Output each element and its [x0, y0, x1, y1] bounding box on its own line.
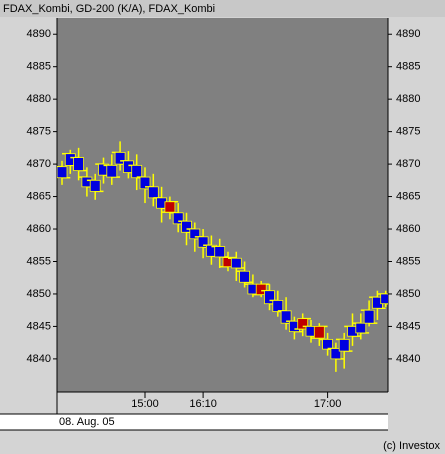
- candle-body: [330, 348, 342, 360]
- candle-body: [230, 257, 242, 269]
- y-tick-label-right: 4865: [396, 190, 420, 202]
- candle-body: [239, 270, 251, 283]
- y-tick-label-right: 4860: [396, 223, 420, 235]
- candle-body: [114, 152, 126, 165]
- y-tick-label-right: 4845: [396, 320, 420, 332]
- y-tick-label: 4885: [27, 61, 51, 73]
- x-tick-label: 16:10: [189, 398, 217, 410]
- y-tick-label: 4875: [27, 126, 51, 138]
- y-tick-label: 4865: [27, 190, 51, 202]
- candle-body: [189, 228, 201, 240]
- copyright: (c) Investox: [383, 440, 440, 452]
- y-tick-label-right: 4875: [396, 126, 420, 138]
- candle-body: [139, 176, 151, 190]
- candle-body: [313, 326, 325, 339]
- y-tick-label-right: 4850: [396, 288, 420, 300]
- candle-body: [380, 293, 388, 305]
- candle-body: [280, 310, 292, 324]
- y-tick-label: 4845: [27, 320, 51, 332]
- candle-body: [214, 246, 226, 258]
- y-tick-label-right: 4840: [396, 353, 420, 365]
- candle-body: [57, 166, 68, 179]
- candle-body: [297, 318, 309, 330]
- y-tick-label: 4870: [27, 158, 51, 170]
- candle-body: [181, 220, 192, 233]
- x-tick-label: 17:00: [314, 398, 342, 410]
- candle-body: [131, 164, 143, 179]
- candle-body: [355, 322, 367, 334]
- candle-body: [272, 300, 284, 312]
- y-tick-label: 4890: [27, 28, 51, 40]
- candle-body: [363, 309, 375, 324]
- x-tick-label: 15:00: [131, 398, 159, 410]
- candle-body: [322, 339, 334, 350]
- y-tick-label: 4860: [27, 223, 51, 235]
- candle-body: [106, 164, 118, 178]
- candle-body: [255, 283, 267, 296]
- candle-body: [264, 290, 275, 305]
- candle-body: [197, 236, 209, 248]
- plot-area: [57, 18, 388, 392]
- y-tick-label: 4855: [27, 255, 51, 267]
- title-bar: [0, 0, 445, 17]
- chart-title: FDAX_Kombi, GD-200 (K/A), FDAX_Kombi: [3, 3, 215, 15]
- date-label: 08. Aug. 05: [59, 416, 115, 428]
- y-tick-label: 4850: [27, 288, 51, 300]
- candle-body: [147, 186, 159, 199]
- candles: [57, 141, 388, 372]
- candle-body: [172, 212, 184, 225]
- candle-body: [164, 201, 176, 213]
- y-tick-label-right: 4890: [396, 28, 420, 40]
- y-tick-label-right: 4880: [396, 93, 420, 105]
- y-tick-label-right: 4885: [396, 61, 420, 73]
- y-tick-label: 4840: [27, 353, 51, 365]
- candle-body: [89, 179, 101, 192]
- y-tick-label-right: 4870: [396, 158, 420, 170]
- y-tick-label-right: 4855: [396, 255, 420, 267]
- candle-body: [338, 339, 350, 352]
- y-tick-label: 4880: [27, 93, 51, 105]
- date-row: [0, 414, 388, 430]
- candle-body: [73, 157, 84, 171]
